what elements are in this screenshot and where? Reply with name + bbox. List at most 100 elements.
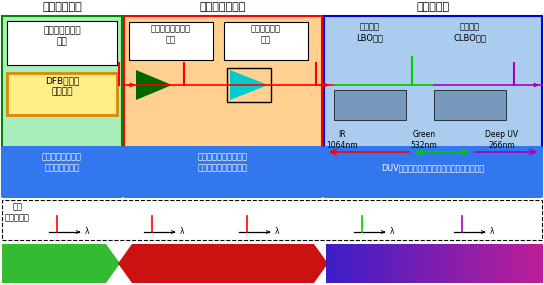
FancyBboxPatch shape (539, 244, 543, 283)
FancyBboxPatch shape (437, 244, 442, 283)
Text: 波長変換
LBO結晶: 波長変換 LBO結晶 (356, 22, 384, 42)
FancyBboxPatch shape (387, 244, 392, 283)
FancyBboxPatch shape (492, 244, 496, 283)
FancyBboxPatch shape (412, 244, 417, 283)
FancyBboxPatch shape (391, 244, 395, 283)
FancyBboxPatch shape (535, 244, 540, 283)
FancyBboxPatch shape (488, 244, 493, 283)
FancyBboxPatch shape (348, 244, 352, 283)
FancyBboxPatch shape (344, 244, 349, 283)
Text: ファイバレーザー
技術: ファイバレーザー 技術 (151, 24, 191, 44)
Text: λ: λ (85, 227, 90, 235)
FancyBboxPatch shape (341, 244, 345, 283)
Polygon shape (118, 244, 328, 283)
FancyBboxPatch shape (430, 244, 435, 283)
Text: 任意のパルス発生
（制御が容易）: 任意のパルス発生 （制御が容易） (42, 152, 82, 172)
FancyBboxPatch shape (434, 244, 438, 283)
Text: 狭帯スペクトルのまま光増幅
増幅率：80dB以上: 狭帯スペクトルのまま光増幅 増幅率：80dB以上 (192, 253, 254, 273)
FancyBboxPatch shape (484, 244, 489, 283)
FancyBboxPatch shape (124, 16, 322, 196)
Text: 狭帯スペクトルによる
高効率波長変換: 狭帯スペクトルによる 高効率波長変換 (409, 253, 459, 273)
FancyBboxPatch shape (427, 244, 431, 283)
FancyBboxPatch shape (123, 146, 323, 198)
FancyBboxPatch shape (506, 244, 511, 283)
Text: IR
1064nm: IR 1064nm (326, 130, 358, 150)
FancyBboxPatch shape (510, 244, 514, 283)
Text: 固体レーザー
技術: 固体レーザー 技術 (251, 24, 281, 44)
FancyBboxPatch shape (401, 244, 406, 283)
Text: DUVピコ秒パルスレーザーを長期間発生可能: DUVピコ秒パルスレーザーを長期間発生可能 (381, 163, 485, 172)
FancyBboxPatch shape (351, 244, 356, 283)
FancyBboxPatch shape (459, 244, 464, 283)
Polygon shape (136, 70, 172, 100)
FancyBboxPatch shape (499, 244, 503, 283)
FancyBboxPatch shape (466, 244, 471, 283)
FancyBboxPatch shape (129, 22, 213, 60)
FancyBboxPatch shape (524, 244, 529, 283)
FancyBboxPatch shape (369, 244, 374, 283)
FancyBboxPatch shape (521, 244, 525, 283)
FancyBboxPatch shape (456, 244, 460, 283)
FancyBboxPatch shape (419, 244, 424, 283)
Text: パルス発生部: パルス発生部 (42, 2, 82, 12)
Polygon shape (2, 244, 120, 283)
Text: 波長変換
CLBO結晶: 波長変換 CLBO結晶 (454, 22, 486, 42)
FancyBboxPatch shape (481, 244, 485, 283)
FancyBboxPatch shape (7, 73, 117, 115)
Text: 光パルス増幅部: 光パルス増幅部 (200, 2, 246, 12)
FancyBboxPatch shape (423, 244, 428, 283)
FancyBboxPatch shape (517, 244, 521, 283)
FancyBboxPatch shape (448, 244, 453, 283)
FancyBboxPatch shape (394, 244, 399, 283)
FancyBboxPatch shape (470, 244, 474, 283)
Text: 狭帯スペクトルによる
高効率波長変換: 狭帯スペクトルによる 高効率波長変換 (409, 253, 459, 273)
FancyBboxPatch shape (224, 22, 308, 60)
FancyBboxPatch shape (337, 244, 342, 283)
FancyBboxPatch shape (463, 244, 467, 283)
FancyBboxPatch shape (330, 244, 334, 283)
FancyBboxPatch shape (513, 244, 518, 283)
Text: Green
532nm: Green 532nm (411, 130, 437, 150)
FancyBboxPatch shape (376, 244, 381, 283)
Text: Deep UV
266nm: Deep UV 266nm (485, 130, 518, 150)
FancyBboxPatch shape (355, 244, 360, 283)
FancyBboxPatch shape (373, 244, 378, 283)
FancyBboxPatch shape (324, 16, 542, 196)
FancyBboxPatch shape (405, 244, 410, 283)
FancyBboxPatch shape (528, 244, 532, 283)
Text: 波長変換部: 波長変換部 (417, 2, 449, 12)
Polygon shape (230, 70, 268, 100)
FancyBboxPatch shape (334, 90, 406, 120)
FancyBboxPatch shape (531, 244, 536, 283)
Text: DFB半導体
レーザー: DFB半導体 レーザー (45, 76, 79, 96)
FancyBboxPatch shape (366, 244, 370, 283)
Text: λ: λ (275, 227, 280, 235)
FancyBboxPatch shape (384, 244, 388, 283)
FancyBboxPatch shape (333, 244, 338, 283)
FancyBboxPatch shape (2, 200, 542, 240)
FancyBboxPatch shape (452, 244, 456, 283)
FancyBboxPatch shape (2, 16, 122, 196)
FancyBboxPatch shape (477, 244, 482, 283)
FancyBboxPatch shape (495, 244, 500, 283)
FancyBboxPatch shape (362, 244, 367, 283)
Text: λ: λ (390, 227, 394, 235)
Text: λ: λ (490, 227, 494, 235)
Text: 半導体レーザー
技術: 半導体レーザー 技術 (43, 26, 81, 46)
FancyBboxPatch shape (474, 244, 478, 283)
Text: 波長
スペクトル: 波長 スペクトル (5, 202, 30, 222)
FancyBboxPatch shape (441, 244, 446, 283)
FancyBboxPatch shape (416, 244, 421, 283)
FancyBboxPatch shape (1, 146, 123, 198)
FancyBboxPatch shape (445, 244, 449, 283)
Text: 超低ノイズ＆大増幅率
構成・制御がシンプル: 超低ノイズ＆大増幅率 構成・制御がシンプル (198, 152, 248, 172)
FancyBboxPatch shape (409, 244, 413, 283)
FancyBboxPatch shape (358, 244, 363, 283)
FancyBboxPatch shape (326, 244, 331, 283)
FancyBboxPatch shape (398, 244, 403, 283)
FancyBboxPatch shape (323, 146, 543, 198)
FancyBboxPatch shape (503, 244, 507, 283)
FancyBboxPatch shape (434, 90, 506, 120)
Text: 狭帯
スペクトル: 狭帯 スペクトル (47, 253, 75, 273)
FancyBboxPatch shape (380, 244, 385, 283)
